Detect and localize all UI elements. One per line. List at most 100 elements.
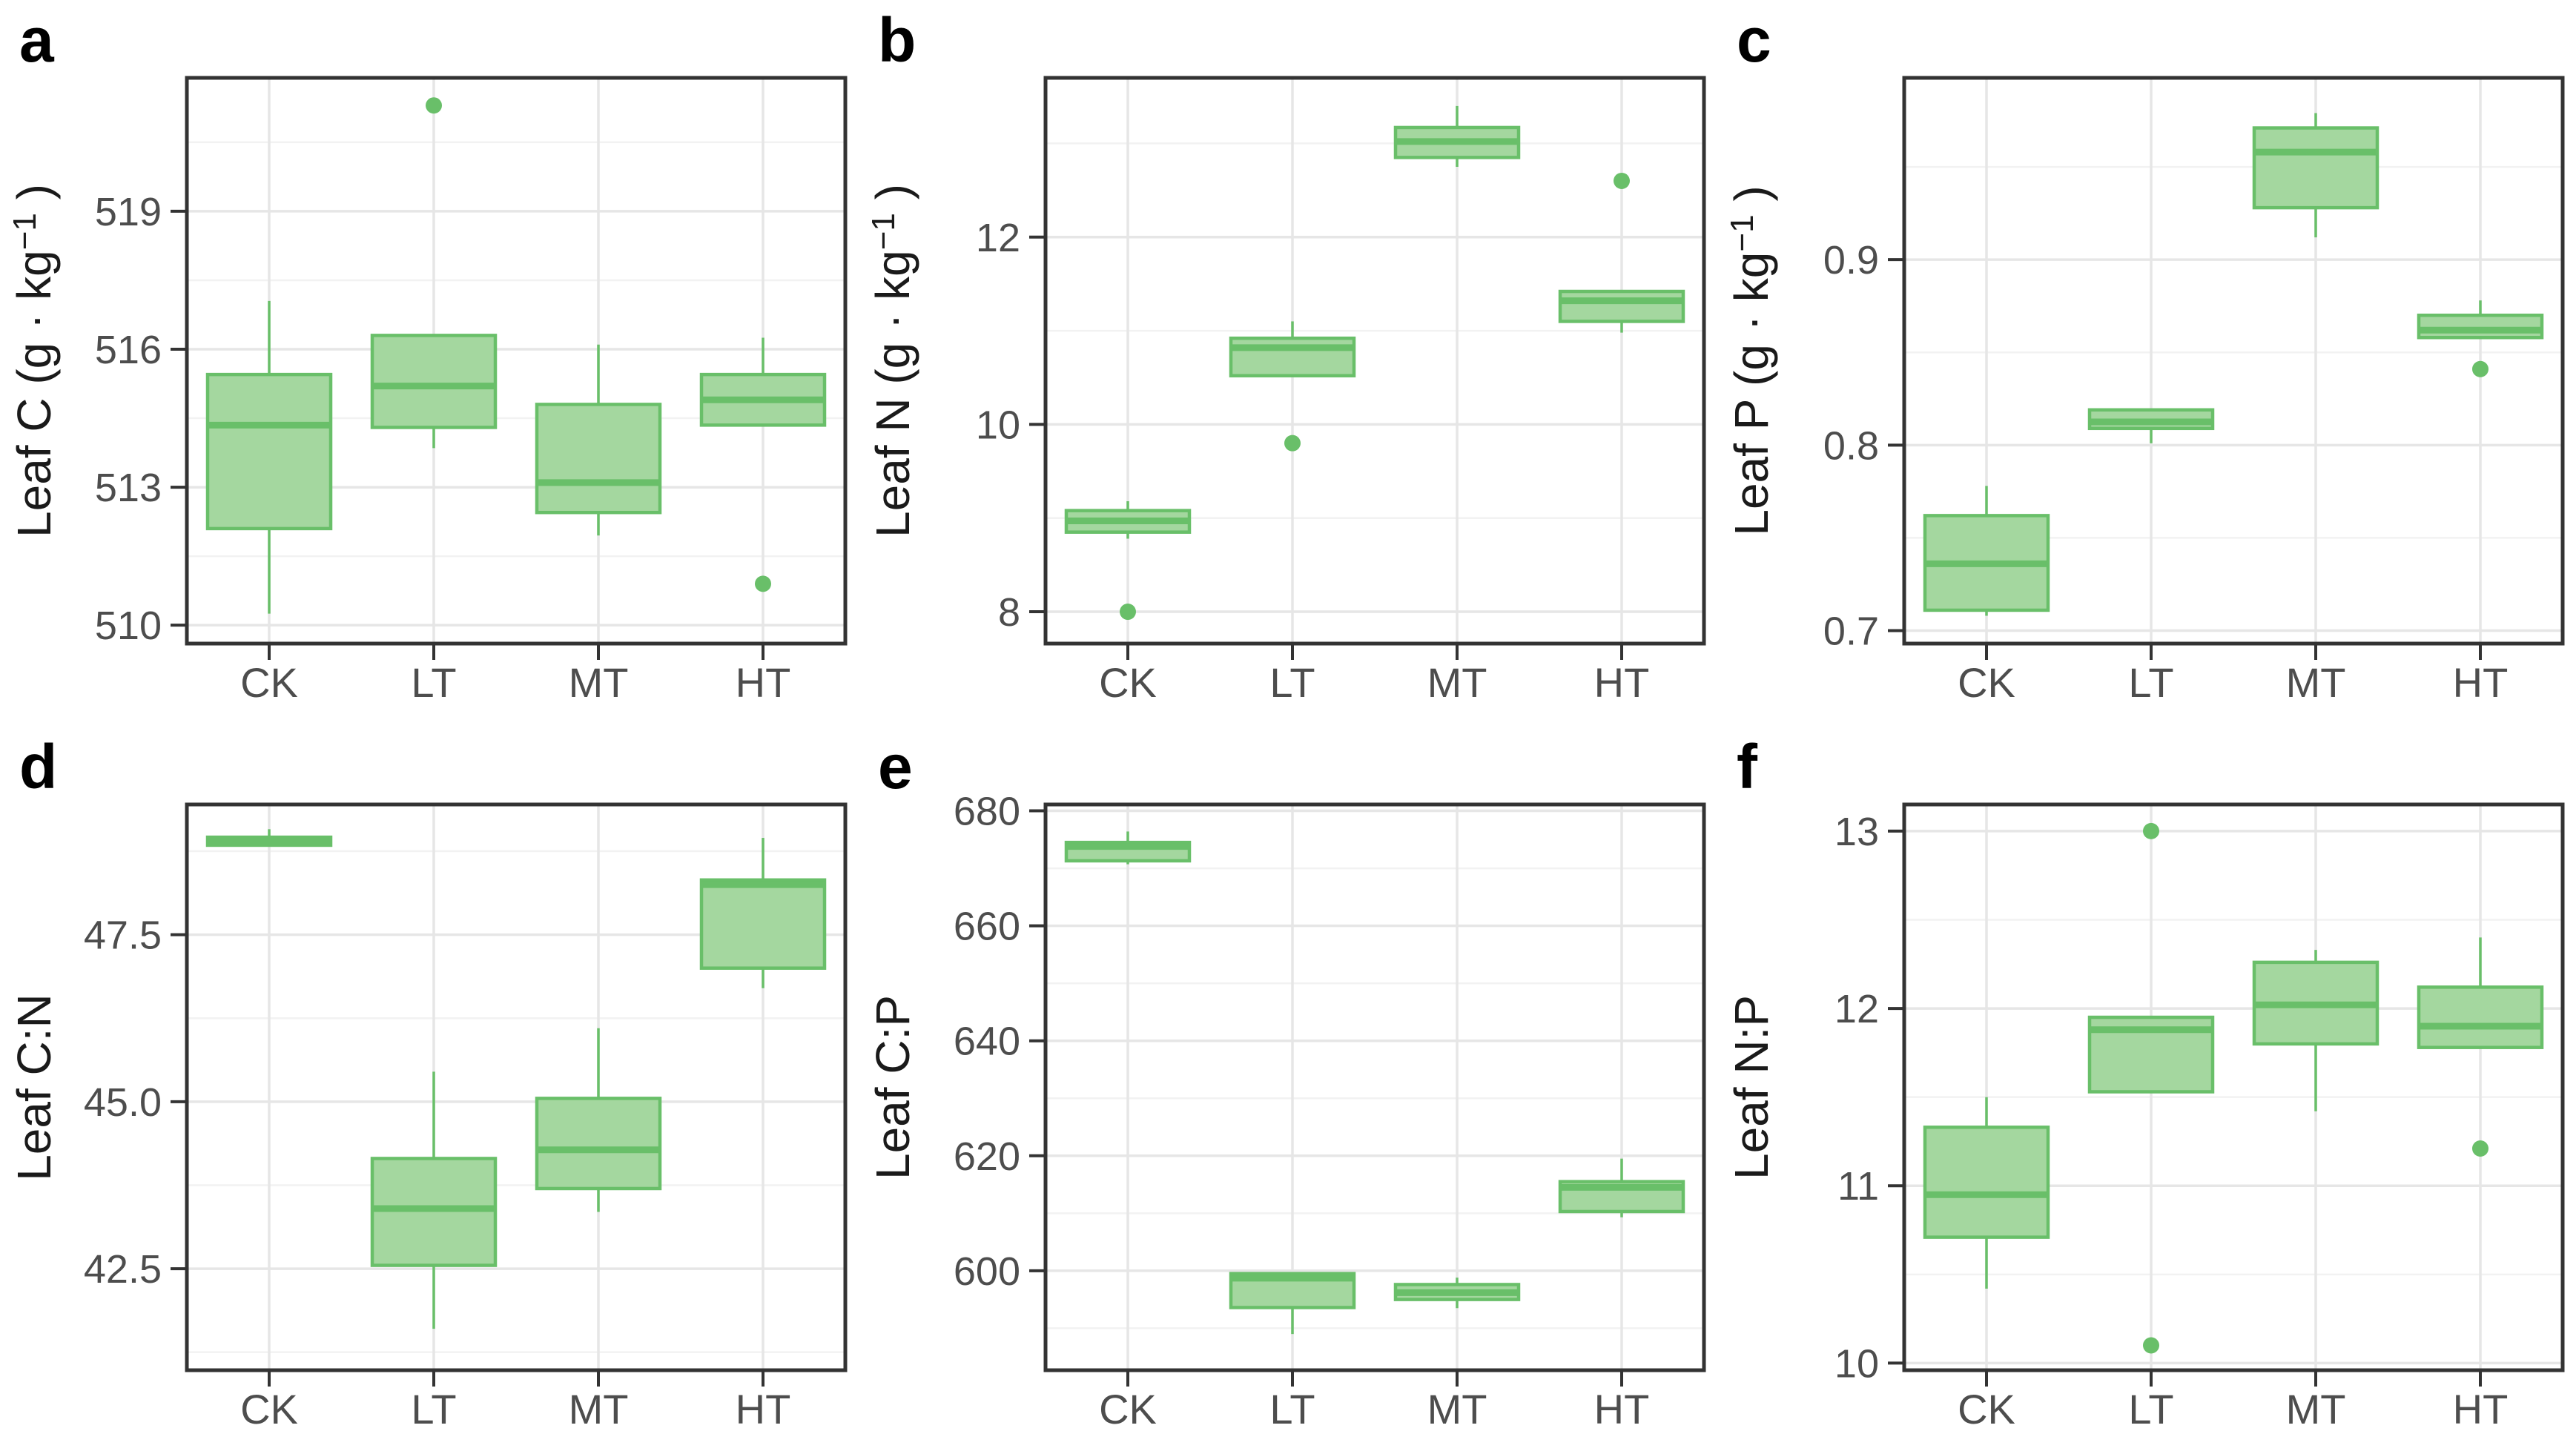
x-tick-label-LT: LT: [411, 1386, 456, 1432]
chart-leaf-n: 8 10 12 CK LT MT HT Leaf N (g · kg−1 ): [865, 76, 1706, 706]
y-tick-label: 13: [1834, 810, 1879, 854]
box-CK: [205, 372, 333, 531]
x-tick-label-HT: HT: [1594, 659, 1650, 706]
x-tick-label-HT: HT: [736, 659, 791, 706]
panel-letter-c: c: [1737, 5, 1771, 75]
y-tick-label: 510: [95, 604, 162, 648]
y-axis-title: Leaf C:N: [7, 994, 61, 1181]
outlier-HT: [2472, 360, 2489, 377]
x-tick-label-CK: CK: [1958, 659, 2015, 706]
box-MT: [2252, 126, 2380, 210]
panel-d: 42.5 45.0 47.5 CK LT MT HT Leaf C:N d: [0, 727, 859, 1453]
x-tick-label-HT: HT: [736, 1386, 791, 1432]
x-tick-label-MT: MT: [569, 659, 629, 706]
panel-border: [1043, 76, 1706, 646]
panel-a: 510 513 516 519 CK LT MT HT Leaf C (g · kg−1 ) a: [0, 0, 859, 727]
outlier-LT: [2143, 1337, 2159, 1354]
y-tick-label: 516: [95, 328, 162, 372]
box-MT: [535, 1097, 662, 1191]
x-tick-label-LT: LT: [1269, 1386, 1315, 1432]
y-tick-label: 660: [954, 905, 1020, 949]
panel-f: 10 11 12 13 CK LT MT HT Leaf N:P f: [1717, 727, 2576, 1453]
y-axis-title: Leaf N:P: [1725, 995, 1778, 1180]
box-HT: [1558, 289, 1685, 323]
box-HT: [2417, 313, 2544, 340]
chart-leaf-cp: 600 620 640 660 680 CK LT MT HT Leaf C:P: [866, 790, 1706, 1432]
panel-letter-a: a: [19, 5, 54, 75]
plot-background: [1904, 804, 2563, 1370]
panel-border: [1902, 802, 2565, 1372]
chart-leaf-cn: 42.5 45.0 47.5 CK LT MT HT Leaf C:N: [7, 802, 848, 1432]
y-tick-label: 47.5: [84, 913, 162, 958]
y-axis-title: Leaf C:P: [866, 995, 919, 1180]
y-tick-label: 0.8: [1823, 423, 1879, 468]
plot-background: [187, 78, 845, 644]
box-MT: [535, 403, 662, 515]
y-tick-label: 10: [976, 403, 1020, 447]
x-tick-label-CK: CK: [1099, 659, 1157, 706]
x-tick-label-MT: MT: [2286, 659, 2346, 706]
outlier-HT: [755, 575, 771, 592]
panel-letter-d: d: [19, 732, 58, 802]
y-tick-label: 42.5: [84, 1247, 162, 1292]
x-tick-label-HT: HT: [2453, 1386, 2509, 1432]
x-tick-label-CK: CK: [1099, 1386, 1157, 1432]
outlier-LT: [1284, 434, 1301, 452]
panel-border: [185, 76, 848, 646]
chart-leaf-np: 10 11 12 13 CK LT MT HT Leaf N:P: [1725, 802, 2565, 1432]
outlier-HT: [1614, 172, 1630, 189]
panel-border: [1902, 76, 2565, 646]
x-tick-label-MT: MT: [1427, 1386, 1487, 1432]
outlier-LT: [2143, 822, 2159, 839]
y-tick-label: 620: [954, 1134, 1020, 1179]
y-tick-label: 680: [954, 790, 1020, 834]
x-tick-label-MT: MT: [1427, 659, 1487, 706]
panel-letter-e: e: [878, 732, 913, 802]
y-tick-label: 600: [954, 1249, 1020, 1294]
panel-e: 600 620 640 660 680 CK LT MT HT Leaf C:P e: [859, 727, 1717, 1453]
y-tick-label: 513: [95, 466, 162, 510]
y-tick-label: 45.0: [84, 1080, 162, 1125]
y-axis-title: Leaf C (g · kg−1 ): [7, 184, 61, 538]
box-LT: [1229, 336, 1356, 377]
y-tick-label: 640: [954, 1020, 1020, 1064]
box-HT: [2417, 985, 2544, 1049]
y-tick-label: 10: [1834, 1341, 1879, 1386]
y-tick-label: 12: [976, 216, 1020, 260]
chart-leaf-p: 0.7 0.8 0.9 CK LT MT HT Leaf P (g · kg−1 ): [1724, 76, 2565, 706]
box-LT: [370, 1157, 498, 1267]
x-tick-label-LT: LT: [2128, 659, 2173, 706]
x-tick-label-HT: HT: [1594, 1386, 1650, 1432]
panel-letter-b: b: [878, 5, 917, 75]
panel-c: 0.7 0.8 0.9 CK LT MT HT Leaf P (g · kg−1 ) c: [1717, 0, 2576, 727]
box-CK: [1923, 1126, 2050, 1239]
panel-letter-f: f: [1737, 732, 1757, 802]
x-tick-label-HT: HT: [2453, 659, 2509, 706]
outlier-CK: [1120, 604, 1136, 621]
chart-leaf-c: 510 513 516 519 CK LT MT HT Leaf C (g · kg−1 ): [7, 76, 848, 706]
box-LT: [370, 334, 498, 429]
x-tick-label-CK: CK: [240, 1386, 298, 1432]
x-tick-label-LT: LT: [411, 659, 456, 706]
panel-border: [1043, 802, 1706, 1372]
plot-background: [1046, 78, 1704, 644]
y-tick-label: 519: [95, 190, 162, 234]
y-axis-title: Leaf N (g · kg−1 ): [865, 184, 919, 538]
x-tick-label-MT: MT: [2286, 1386, 2346, 1432]
outlier-HT: [2472, 1140, 2489, 1157]
y-tick-label: 11: [1837, 1164, 1879, 1209]
outlier-LT: [426, 97, 442, 114]
x-tick-label-CK: CK: [240, 659, 298, 706]
y-tick-label: 8: [998, 590, 1020, 635]
y-axis-title: Leaf P (g · kg−1 ): [1724, 185, 1778, 535]
y-tick-label: 0.9: [1823, 238, 1879, 282]
x-tick-label-MT: MT: [569, 1386, 629, 1432]
panel-border: [185, 802, 848, 1372]
x-tick-label-LT: LT: [2128, 1386, 2173, 1432]
x-tick-label-CK: CK: [1958, 1386, 2015, 1432]
y-tick-label: 12: [1834, 987, 1879, 1031]
y-tick-label: 0.7: [1823, 609, 1879, 653]
plot-background: [1046, 804, 1704, 1370]
panel-b: 8 10 12 CK LT MT HT Leaf N (g · kg−1 ) b: [859, 0, 1717, 727]
